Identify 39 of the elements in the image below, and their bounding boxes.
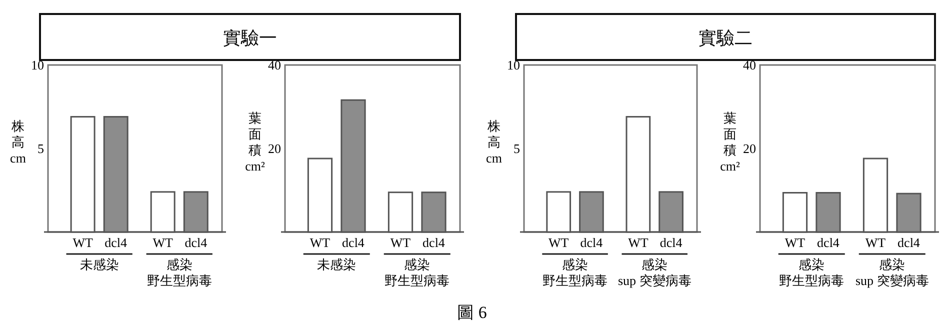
text: 未感染 [80,257,119,272]
x-tick-label: WT [152,235,173,250]
x-tick-label: dcl4 [898,235,920,250]
x-tick-label: dcl4 [184,235,208,250]
x-tick-label: dcl4 [342,235,365,250]
x-tick-label: WT [865,235,886,250]
x-tick-label: WT [390,235,411,250]
y-tick-label: 10 [31,58,44,72]
text: 感染sup 突變病毒 [855,257,929,288]
y-axis-title: 株高cm [486,118,502,166]
x-tick-label: dcl4 [422,235,446,250]
x-tick-label: WT [628,235,648,250]
x-tick-label: dcl4 [104,235,128,250]
y-tick-label: 40 [268,58,281,72]
y-axis-title: 葉面積cm² [720,110,740,174]
y-tick-label: 20 [268,141,281,156]
x-tick-label: WT [548,235,569,250]
y-tick-label: 20 [743,141,756,156]
y-axis-title: 葉面積cm² [245,110,265,174]
chart-title: 實驗一 [223,28,277,48]
x-tick-label: WT [784,235,806,250]
text: 感染野生型病毒 [384,257,450,288]
caption: 圖 6 [457,303,487,322]
y-axis-title: 株高cm [10,118,26,166]
x-tick-label: WT [310,235,330,250]
y-tick-label: 5 [514,141,520,156]
x-tick-label: WT [72,235,93,250]
text: 未感染 [317,257,356,272]
chart-title: 實驗二 [698,28,752,48]
y-tick-label: 10 [507,58,520,72]
text: 感染野生型病毒 [542,257,608,288]
x-tick-label: dcl4 [817,235,840,250]
text: 感染野生型病毒 [779,257,844,288]
y-tick-label: 5 [38,141,44,156]
text: 感染野生型病毒 [146,257,212,288]
x-tick-label: dcl4 [580,235,604,250]
y-tick-label: 40 [743,58,756,72]
x-tick-label: dcl4 [660,235,683,250]
text: 感染sup 突變病毒 [618,257,692,288]
